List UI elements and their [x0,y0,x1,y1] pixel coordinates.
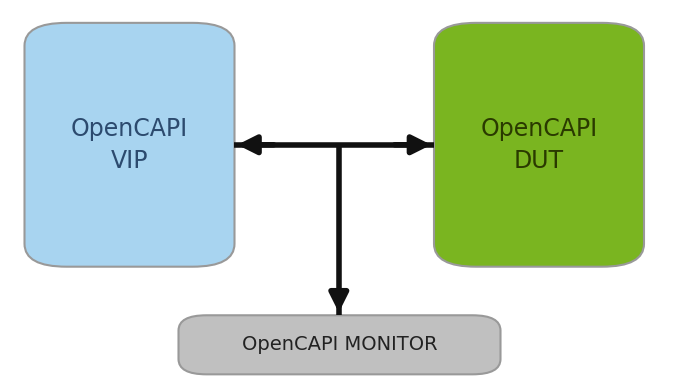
Text: OpenCAPI
VIP: OpenCAPI VIP [71,117,188,173]
Text: OpenCAPI
DUT: OpenCAPI DUT [480,117,598,173]
FancyBboxPatch shape [178,315,500,374]
FancyBboxPatch shape [434,23,644,267]
FancyBboxPatch shape [25,23,235,267]
Text: OpenCAPI MONITOR: OpenCAPI MONITOR [241,335,438,354]
